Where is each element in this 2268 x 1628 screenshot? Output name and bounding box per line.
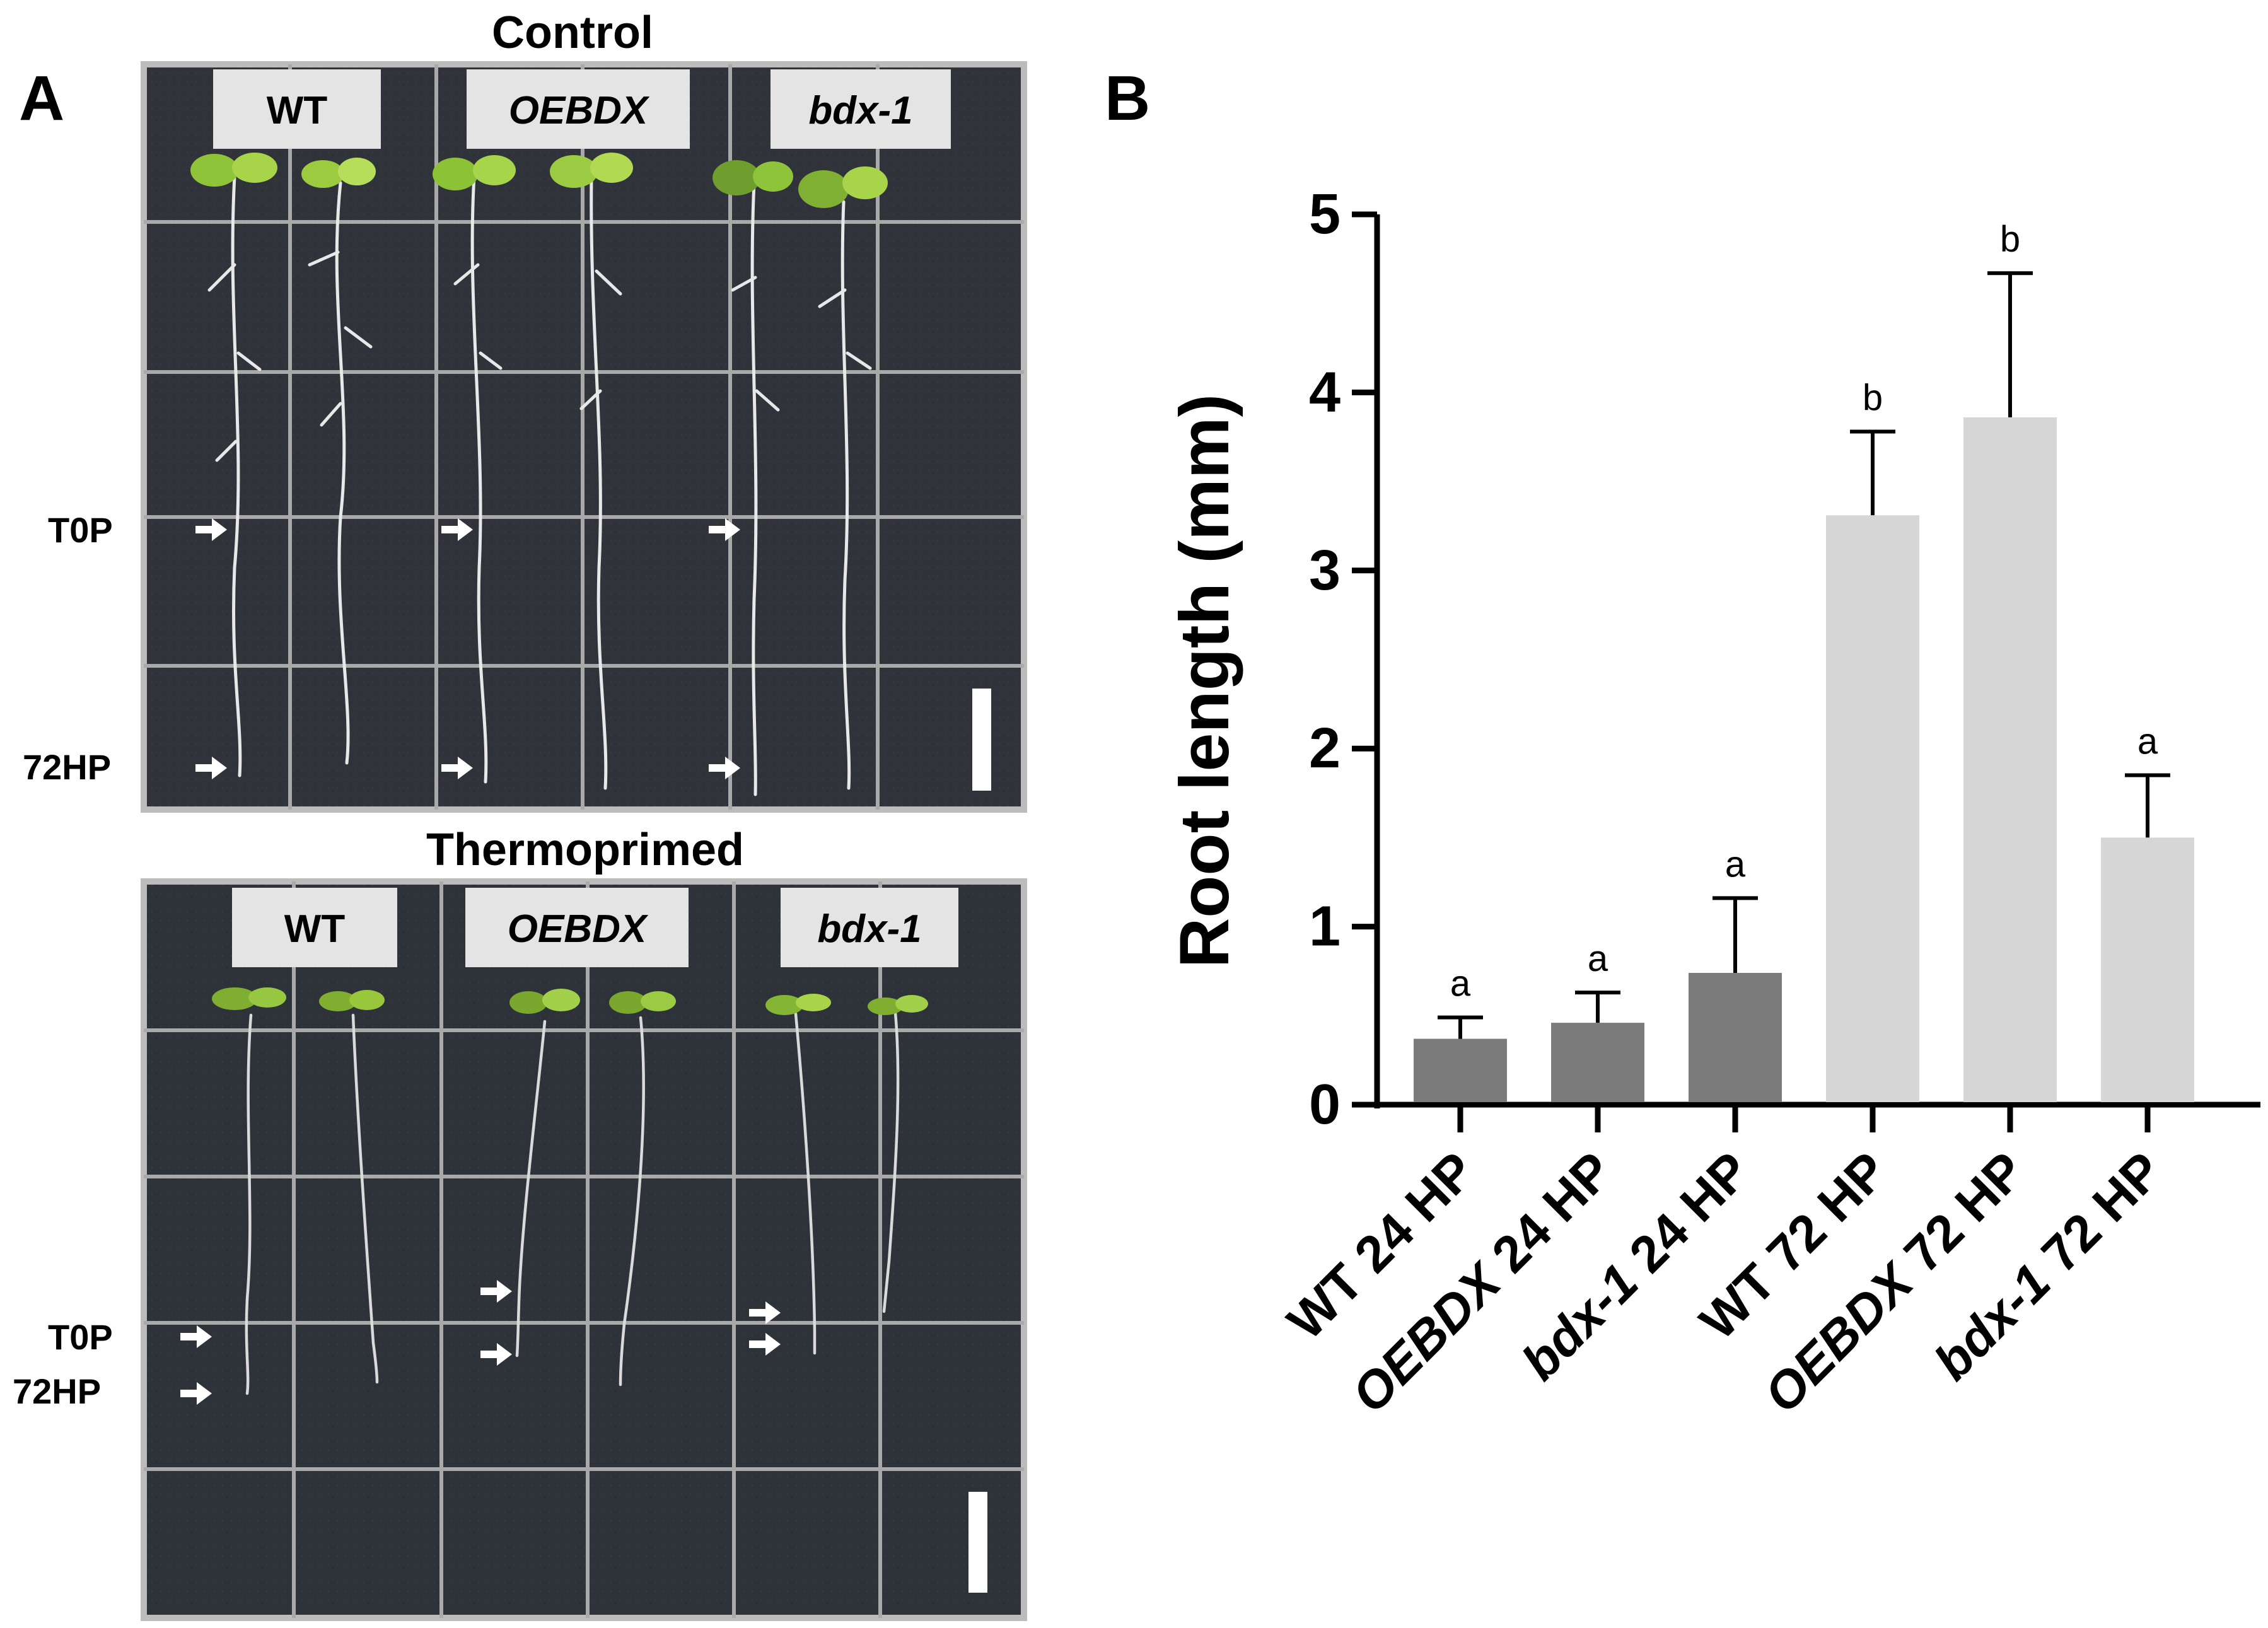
thermoprimed-arrows — [180, 1280, 781, 1405]
significance-label: b — [1863, 378, 1883, 419]
y-tick-label: 1 — [1309, 895, 1340, 958]
thermoprimed-label-bdx1: bdx-1 — [817, 907, 921, 951]
thermoprimed-scale-bar — [968, 1492, 987, 1593]
thermoprimed-marker-72hp: 72HP — [13, 1371, 101, 1411]
thermoprimed-plate-title: Thermoprimed — [426, 825, 744, 875]
control-arrow-icon — [441, 757, 473, 779]
panel-b-letter: B — [1105, 63, 1150, 134]
thermoprimed-arrow-icon — [480, 1280, 512, 1303]
bar — [2101, 837, 2194, 1102]
control-arrow-icon — [195, 757, 227, 779]
bar — [1963, 417, 2057, 1102]
significance-label: a — [1450, 963, 1471, 1004]
thermoprimed-seedling-leaves — [212, 987, 928, 1015]
chart-significance-labels: a a a b b a — [1450, 219, 2158, 1004]
y-tick-label: 4 — [1309, 361, 1340, 424]
significance-label: a — [1725, 844, 1746, 885]
panel-a: A Control WT OEB — [13, 8, 1027, 1621]
panel-b: B Root length (mm) 0 1 2 3 4 5 a a a b b a WT 24 H… — [1105, 63, 2260, 1424]
y-tick-label: 0 — [1309, 1073, 1340, 1136]
significance-label: b — [2000, 219, 2020, 260]
control-arrow-icon — [195, 518, 227, 541]
thermoprimed-arrow-icon — [480, 1343, 512, 1366]
thermoprimed-marker-t0p: T0P — [48, 1317, 113, 1357]
control-marker-72hp: 72HP — [23, 747, 111, 787]
control-marker-t0p: T0P — [48, 510, 113, 550]
y-tick-label: 5 — [1309, 183, 1340, 246]
chart-x-ticks — [1457, 1105, 2151, 1132]
significance-label: a — [2137, 721, 2158, 762]
control-plate-grid — [144, 64, 1024, 810]
control-arrow-icon — [441, 518, 473, 541]
control-arrow-icon — [709, 518, 740, 541]
control-scale-bar — [972, 689, 991, 791]
thermoprimed-roots — [245, 1011, 900, 1395]
control-label-bdx1: bdx-1 — [808, 89, 912, 132]
chart-bars — [1414, 417, 2194, 1102]
thermoprimed-arrow-icon — [180, 1382, 212, 1405]
control-plate: WT OEBDX bdx-1 — [141, 61, 1027, 813]
thermoprimed-arrow-icon — [749, 1301, 781, 1324]
chart-error-bars — [1438, 271, 2170, 1039]
chart-y-ticks: 0 1 2 3 4 5 — [1309, 183, 1377, 1136]
bar — [1414, 1038, 1507, 1102]
control-arrow-icon — [709, 757, 740, 779]
control-plate-title: Control — [492, 8, 653, 58]
control-seedling-leaves — [190, 153, 888, 208]
control-label-oebdx: OEBDX — [509, 89, 650, 132]
bar — [1826, 515, 1919, 1102]
bar — [1551, 1023, 1644, 1102]
thermoprimed-label-wt: WT — [284, 907, 346, 951]
panel-a-letter: A — [19, 63, 64, 134]
control-arrows — [195, 518, 740, 779]
chart-y-axis-label: Root length (mm) — [1166, 394, 1243, 968]
x-tick-label-time: 72 HP — [2031, 1141, 2173, 1284]
thermoprimed-label-oebdx: OEBDX — [508, 907, 649, 951]
thermoprimed-arrow-icon — [749, 1333, 781, 1356]
y-tick-label: 3 — [1309, 539, 1340, 602]
y-tick-label: 2 — [1309, 717, 1340, 780]
thermoprimed-arrow-icon — [180, 1325, 212, 1348]
bar — [1689, 973, 1782, 1102]
control-label-wt: WT — [267, 89, 328, 132]
control-roots — [207, 175, 872, 796]
significance-label: a — [1588, 938, 1608, 979]
thermoprimed-plate: WT OEBDX bdx-1 — [141, 878, 1027, 1621]
